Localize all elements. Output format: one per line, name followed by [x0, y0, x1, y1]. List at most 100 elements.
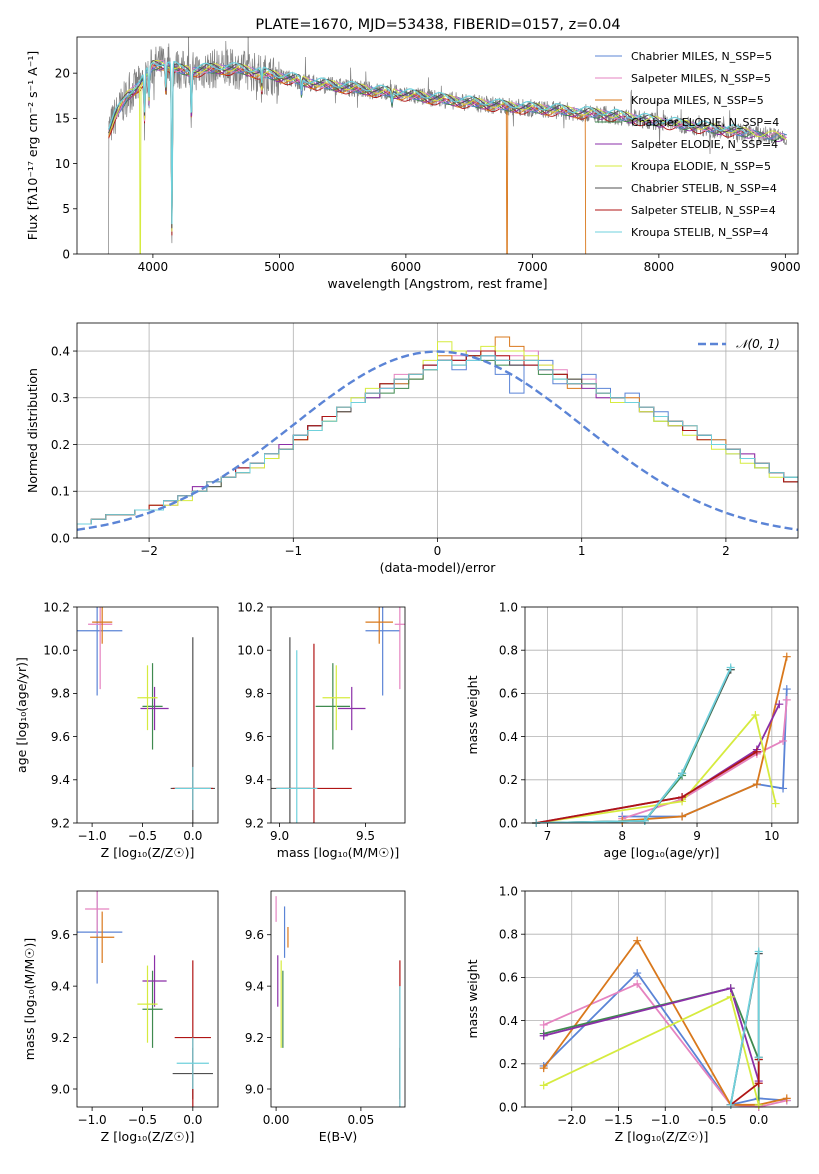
y-tick-label: 0.1: [51, 485, 70, 499]
weight-marker-salpeter_stelib: [754, 1079, 763, 1088]
model-spectrum-salpeter_miles: [108, 60, 787, 232]
weight-marker-kroupa_elodie: [539, 1081, 548, 1090]
weight-marker-salpeter_elodie: [539, 1031, 548, 1040]
x-axis-label: mass [log₁₀(M/M☉)]: [277, 845, 399, 860]
mass-vs-reddening-panel: 0.00 0.05 9.0 9.2 9.4 9.6 E(B-V): [245, 890, 406, 1144]
weight-marker-chabrier_miles: [782, 685, 791, 694]
y-tick-label: 9.6: [51, 730, 70, 744]
legend-label: Salpeter ELODIE, N_SSP=4: [631, 138, 778, 151]
y-tick-label: 9.6: [51, 928, 70, 942]
x-tick-label: −1.0: [651, 1113, 680, 1127]
x-axis-label: age [log₁₀(age/yr)]: [604, 845, 720, 860]
x-tick-label: −1: [284, 544, 302, 558]
weight-marker-salpeter_elodie: [726, 984, 735, 993]
x-tick-label: 10: [764, 829, 779, 843]
x-tick-label: 8: [618, 829, 626, 843]
weight-marker-kroupa_elodie: [726, 992, 735, 1001]
mass-weight-vs-metallicity-panel: −2.0 −1.5 −1.0 −0.5 0.0 0.0 0.2 0.4 0.6 0.8 1.0 Z […: [465, 884, 799, 1144]
y-tick-label: 0.4: [51, 344, 70, 358]
y-tick-label: 9.4: [245, 979, 264, 993]
age-vs-metallicity-panel: −1.0 −0.5 0.0 9.2 9.4 9.6 9.8 10.0 10.2 Z [log₁₀(…: [14, 600, 219, 860]
y-tick-label: 9.4: [51, 979, 70, 993]
y-axis-label: mass [log₁₀(M/M☉)]: [22, 938, 37, 1060]
legend-label: Chabrier ELODIE, N_SSP=4: [631, 116, 779, 129]
weight-marker-kroupa_stelib: [726, 1100, 735, 1109]
x-tick-label: 0.0: [183, 1113, 202, 1127]
plot-frame: [524, 606, 799, 824]
y-tick-label: 0.3: [51, 391, 70, 405]
y-tick-label: 9.2: [245, 816, 264, 830]
model-spectrum-chabrier_stelib: [108, 60, 748, 229]
x-axis-label: E(B-V): [319, 1129, 358, 1144]
weight-marker-kroupa_miles: [633, 936, 642, 945]
normal-reference-curve: [77, 350, 798, 531]
plot-frame: [524, 890, 799, 1108]
y-tick-label: 20: [55, 66, 70, 80]
y-tick-label: 0.2: [499, 1057, 518, 1071]
weight-marker-salpeter_miles: [633, 979, 642, 988]
y-tick-label: 9.8: [51, 687, 70, 701]
legend-label: Salpeter MILES, N_SSP=5: [631, 72, 771, 85]
mass-vs-metallicity-panel: −1.0 −0.5 0.0 9.0 9.2 9.4 9.6 Z [log₁₀(Z/Z☉)] ma…: [22, 890, 219, 1144]
y-tick-label: 0.4: [499, 730, 518, 744]
model-spectrum-kroupa_stelib: [108, 60, 748, 225]
weight-marker-kroupa_elodie: [751, 711, 760, 719]
weight-marker-chabrier_miles: [779, 784, 788, 793]
x-tick-label: 4000: [138, 260, 169, 274]
plot-frame: [270, 890, 406, 1108]
x-tick-label: 5000: [264, 260, 295, 274]
legend-label: Chabrier STELIB, N_SSP=4: [631, 182, 777, 195]
x-tick-label: 9000: [770, 260, 801, 274]
weight-marker-salpeter_elodie: [775, 700, 784, 709]
y-tick-label: 0.8: [499, 644, 518, 658]
legend-label: Kroupa STELIB, N_SSP=4: [631, 226, 769, 239]
weight-marker-salpeter_stelib: [752, 747, 761, 756]
y-tick-label: 0.6: [499, 687, 518, 701]
weight-marker-salpeter_miles: [539, 1020, 548, 1029]
x-tick-label: 0.05: [348, 1113, 375, 1127]
x-tick-label: 1: [578, 544, 586, 558]
weight-line-kroupa_stelib: [536, 667, 732, 823]
histogram-kroupa_stelib: [77, 355, 798, 538]
legend-label: Kroupa ELODIE, N_SSP=5: [631, 160, 771, 173]
y-axis-label: Normed distribution: [25, 368, 40, 493]
y-tick-label: 9.2: [245, 1031, 264, 1045]
y-tick-label: 0.8: [499, 928, 518, 942]
y-axis-label: mass weight: [465, 959, 480, 1038]
x-tick-label: −1.0: [78, 829, 107, 843]
y-tick-label: 9.2: [51, 1031, 70, 1045]
y-tick-label: 0.0: [51, 531, 70, 545]
y-tick-label: 10.0: [237, 644, 264, 658]
x-tick-label: −0.5: [697, 1113, 726, 1127]
weight-marker-kroupa_miles: [539, 1064, 548, 1073]
model-spectrum-kroupa_miles: [108, 65, 587, 254]
weight-marker-kroupa_elodie: [754, 1100, 763, 1109]
weight-marker-salpeter_stelib: [678, 793, 687, 802]
x-tick-label: 0: [434, 544, 442, 558]
x-tick-label: −1.0: [78, 1113, 107, 1127]
x-tick-label: 9: [693, 829, 701, 843]
x-tick-label: 9.5: [356, 829, 375, 843]
weight-marker-kroupa_miles: [678, 812, 687, 821]
y-axis-label: mass weight: [465, 675, 480, 754]
y-tick-label: 0.6: [499, 971, 518, 985]
x-tick-label: −0.5: [128, 1113, 157, 1127]
legend-label: Kroupa MILES, N_SSP=5: [631, 94, 764, 107]
y-tick-label: 10: [55, 157, 70, 171]
x-tick-label: 0.0: [183, 829, 202, 843]
x-axis-label: (data-model)/error: [380, 560, 497, 575]
y-tick-label: 9.6: [245, 730, 264, 744]
x-tick-label: −1.5: [604, 1113, 633, 1127]
legend-label: 𝒩(0, 1): [736, 337, 780, 351]
y-tick-label: 1.0: [499, 600, 518, 614]
plot-frame: [270, 606, 406, 824]
y-tick-label: 5: [62, 202, 70, 216]
y-tick-label: 0.2: [51, 438, 70, 452]
x-tick-label: −2.0: [557, 1113, 586, 1127]
weight-marker-kroupa_stelib: [754, 947, 763, 956]
weight-marker-kroupa_stelib: [726, 663, 735, 672]
weight-marker-salpeter_miles: [782, 695, 791, 704]
x-tick-label: 0.00: [263, 1113, 290, 1127]
y-axis-label: age [log₁₀(age/yr)]: [14, 657, 29, 773]
